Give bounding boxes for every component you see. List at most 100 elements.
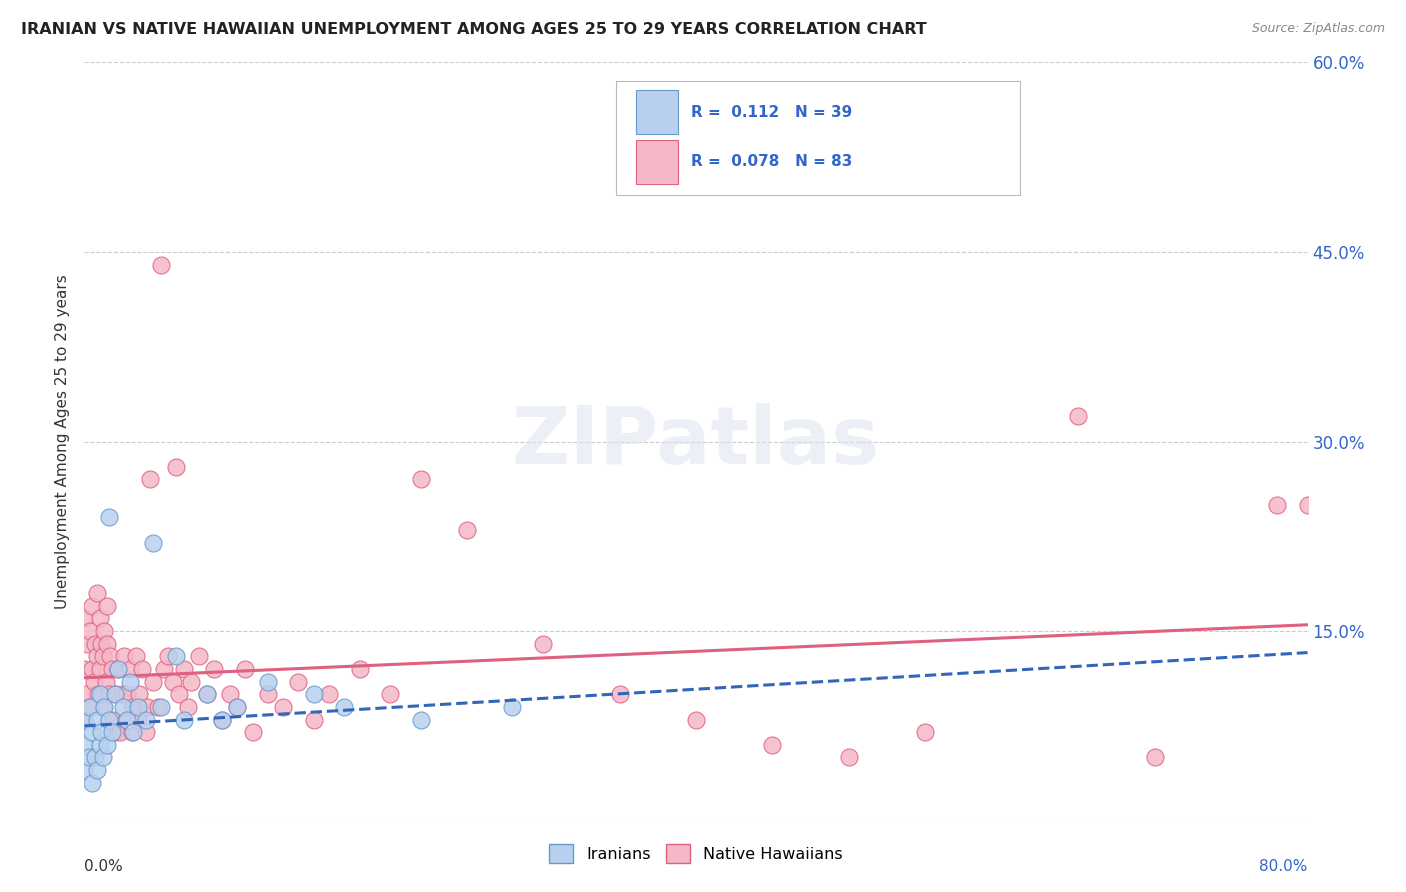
Point [318, 687, 340, 701]
Point [153, 662, 176, 676]
Point [73, 611, 96, 625]
Point [914, 725, 936, 739]
Point [111, 687, 134, 701]
Text: Source: ZipAtlas.com: Source: ZipAtlas.com [1251, 22, 1385, 36]
Point [333, 699, 356, 714]
Point [107, 662, 129, 676]
Point [226, 699, 249, 714]
Point [1143, 750, 1166, 764]
Point [202, 662, 225, 676]
Y-axis label: Unemployment Among Ages 25 to 29 years: Unemployment Among Ages 25 to 29 years [55, 274, 70, 609]
Point [146, 699, 169, 714]
Text: 0.0%: 0.0% [84, 858, 124, 873]
Text: R =  0.078   N = 83: R = 0.078 N = 83 [692, 154, 852, 169]
Point [1265, 498, 1288, 512]
Point [89, 662, 111, 676]
Point [195, 687, 218, 701]
Point [91, 699, 114, 714]
Point [120, 674, 142, 689]
Point [103, 713, 125, 727]
Point [177, 699, 200, 714]
Point [226, 699, 249, 714]
Point [97, 687, 120, 701]
Point [127, 713, 149, 727]
Point [97, 713, 120, 727]
Point [122, 725, 145, 739]
Point [195, 687, 218, 701]
Point [218, 687, 240, 701]
Point [165, 459, 187, 474]
Point [86, 649, 108, 664]
Point [91, 649, 114, 664]
Point [233, 662, 256, 676]
Point [76, 637, 98, 651]
Point [380, 687, 402, 701]
Point [135, 713, 157, 727]
Point [73, 662, 96, 676]
Text: 80.0%: 80.0% [1260, 858, 1308, 873]
Point [838, 750, 860, 764]
Point [86, 586, 108, 600]
Point [96, 637, 118, 651]
Point [211, 713, 233, 727]
Point [90, 637, 112, 651]
Point [108, 725, 131, 739]
Point [257, 674, 280, 689]
Point [73, 763, 96, 777]
Point [79, 699, 101, 714]
Point [139, 473, 162, 487]
Point [115, 713, 138, 727]
Point [89, 738, 111, 752]
Point [502, 699, 524, 714]
Point [94, 674, 117, 689]
Point [115, 687, 138, 701]
Point [104, 725, 127, 739]
Point [97, 510, 120, 524]
Text: IRANIAN VS NATIVE HAWAIIAN UNEMPLOYMENT AMONG AGES 25 TO 29 YEARS CORRELATION CH: IRANIAN VS NATIVE HAWAIIAN UNEMPLOYMENT … [21, 22, 927, 37]
Point [149, 699, 172, 714]
Point [73, 738, 96, 752]
Legend: Iranians, Native Hawaiians: Iranians, Native Hawaiians [543, 838, 849, 870]
Point [136, 699, 159, 714]
Point [257, 687, 280, 701]
Point [162, 674, 184, 689]
Point [685, 713, 707, 727]
Point [101, 662, 124, 676]
Point [79, 624, 101, 639]
Point [149, 258, 172, 272]
Point [73, 713, 96, 727]
Point [609, 687, 631, 701]
Point [105, 687, 128, 701]
Point [120, 662, 142, 676]
Point [302, 713, 325, 727]
Point [135, 725, 157, 739]
Point [111, 699, 134, 714]
Point [89, 687, 111, 701]
Point [112, 649, 135, 664]
Point [167, 687, 190, 701]
Point [173, 662, 195, 676]
Point [96, 599, 118, 613]
Point [101, 725, 124, 739]
Point [287, 674, 309, 689]
Point [173, 713, 195, 727]
Point [73, 713, 96, 727]
Text: R =  0.112   N = 39: R = 0.112 N = 39 [692, 104, 852, 120]
FancyBboxPatch shape [616, 81, 1021, 195]
Text: ZIPatlas: ZIPatlas [512, 402, 880, 481]
Point [80, 776, 103, 790]
Point [104, 687, 127, 701]
Point [77, 750, 100, 764]
Point [83, 674, 105, 689]
Point [1067, 409, 1090, 424]
Point [302, 687, 325, 701]
Point [211, 713, 233, 727]
Point [409, 713, 432, 727]
Point [157, 649, 180, 664]
Point [127, 699, 149, 714]
Point [349, 662, 371, 676]
Point [531, 637, 554, 651]
Point [125, 649, 148, 664]
Point [80, 599, 103, 613]
Point [761, 738, 783, 752]
